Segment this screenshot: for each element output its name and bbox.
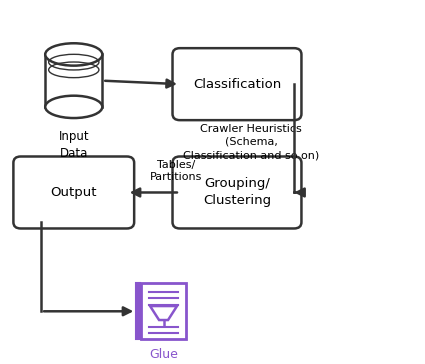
Text: Crawler Heuristics
(Schema,
Classification and so on): Crawler Heuristics (Schema, Classificati… [183,124,319,160]
Text: Grouping/
Clustering: Grouping/ Clustering [203,178,271,207]
Ellipse shape [45,96,102,118]
Ellipse shape [45,43,102,66]
Polygon shape [150,306,177,320]
FancyBboxPatch shape [141,283,186,339]
Ellipse shape [45,96,102,118]
Ellipse shape [45,43,102,66]
FancyBboxPatch shape [136,283,140,339]
Bar [45,55,102,107]
FancyBboxPatch shape [14,157,134,229]
FancyBboxPatch shape [173,48,301,120]
FancyBboxPatch shape [173,157,301,229]
Text: Glue
Data Catalog: Glue Data Catalog [122,348,205,364]
Text: Input
Data: Input Data [59,130,89,160]
Text: Output: Output [51,186,97,199]
Text: Classification: Classification [193,78,281,91]
Text: Tables/
Partitions: Tables/ Partitions [150,159,202,182]
